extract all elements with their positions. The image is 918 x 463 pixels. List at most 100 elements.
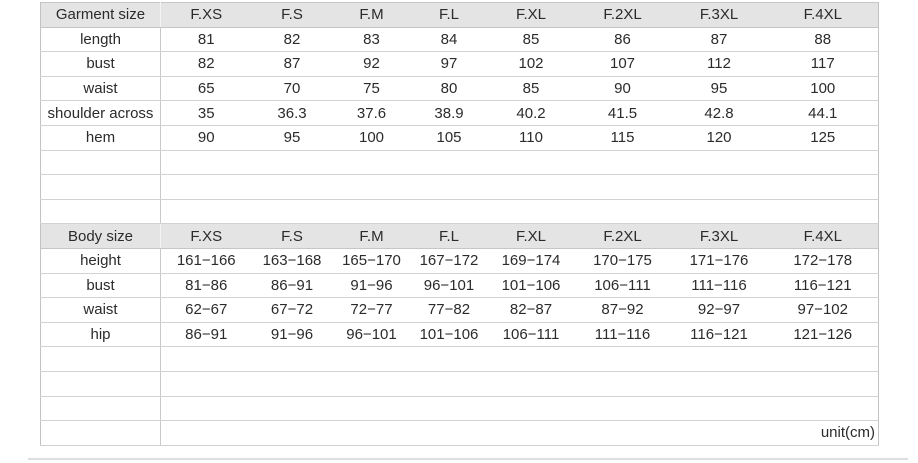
table-title-cell: Garment size (40, 2, 161, 28)
table-cell: 171−176 (670, 247, 768, 274)
table-cell: 97 (410, 51, 488, 77)
row-label: shoulder across (40, 100, 161, 126)
row-label: hip (40, 321, 161, 348)
table-row: waist 62−67 67−72 72−77 77−82 82−87 87−92 92−97… (40, 297, 879, 323)
table-cell: 163−168 (251, 247, 333, 274)
table-cell: 70 (251, 75, 333, 102)
table-cell: 44.1 (767, 100, 879, 126)
table-row: height 161−166 163−168 165−170 167−172 169−17… (40, 247, 879, 274)
table-cell: 42.8 (670, 100, 768, 126)
table-cell: 82−87 (487, 297, 575, 323)
column-header: F.M (332, 2, 411, 28)
table-cell: 86−91 (251, 272, 333, 299)
table-cell: 82 (251, 26, 333, 53)
table-cell: 38.9 (410, 100, 488, 126)
table-cell: 115 (574, 124, 671, 151)
table-cell: 102 (487, 51, 575, 77)
row-label: bust (40, 51, 161, 77)
column-header: F.XS (160, 223, 252, 249)
unit-note: unit(cm) (160, 420, 879, 446)
column-header: F.4XL (767, 223, 879, 249)
table-row: length 81 82 83 84 85 86 87 88 (40, 26, 879, 53)
table-cell: 41.5 (574, 100, 671, 126)
table-title-cell: Body size (40, 223, 161, 249)
table-cell: 72−77 (332, 297, 411, 323)
table-cell: 101−106 (410, 321, 488, 348)
empty-row (40, 370, 879, 397)
table-cell: 169−174 (487, 247, 575, 274)
size-chart-table-body: Garment size F.XS F.S F.M F.L F.XL F.2XL F.3XL F… (40, 2, 879, 446)
empty-label-cell (40, 370, 161, 397)
table-cell: 85 (487, 26, 575, 53)
table-cell: 96−101 (332, 321, 411, 348)
table-cell: 75 (332, 75, 411, 102)
table-cell: 91−96 (251, 321, 333, 348)
empty-row (40, 346, 879, 372)
table-cell: 37.6 (332, 100, 411, 126)
empty-row (40, 174, 879, 200)
column-header: F.2XL (574, 2, 671, 28)
empty-label-cell (40, 198, 161, 225)
empty-row (40, 395, 879, 422)
table-cell: 82 (160, 51, 252, 77)
table-cell: 106−111 (487, 321, 575, 348)
table-cell: 96−101 (410, 272, 488, 299)
table-cell: 90 (160, 124, 252, 151)
table-cell: 87 (251, 51, 333, 77)
table-cell: 121−126 (767, 321, 879, 348)
empty-value-cell (160, 395, 879, 422)
table-cell: 125 (767, 124, 879, 151)
empty-value-cell (160, 149, 879, 176)
table-cell: 87 (670, 26, 768, 53)
table-row: waist 65 70 75 80 85 90 95 100 (40, 75, 879, 102)
column-header: F.XL (487, 2, 575, 28)
size-chart-table: Garment size F.XS F.S F.M F.L F.XL F.2XL F.3XL F… (40, 2, 879, 446)
column-header: F.2XL (574, 223, 671, 249)
table-cell: 111−116 (574, 321, 671, 348)
table-cell: 105 (410, 124, 488, 151)
column-header: F.M (332, 223, 411, 249)
table-cell: 81−86 (160, 272, 252, 299)
row-label: hem (40, 124, 161, 151)
column-header: F.4XL (767, 2, 879, 28)
table-cell: 97−102 (767, 297, 879, 323)
table-cell: 111−116 (670, 272, 768, 299)
table-cell: 92−97 (670, 297, 768, 323)
table-cell: 120 (670, 124, 768, 151)
empty-value-cell (160, 174, 879, 200)
table-cell: 107 (574, 51, 671, 77)
table-row: bust 82 87 92 97 102 107 112 117 (40, 51, 879, 77)
table-row: shoulder across 35 36.3 37.6 38.9 40.2 41.5 42.… (40, 100, 879, 126)
table-cell: 40.2 (487, 100, 575, 126)
table-cell: 81 (160, 26, 252, 53)
table-cell: 67−72 (251, 297, 333, 323)
unit-row: unit(cm) (40, 420, 879, 446)
table-cell: 83 (332, 26, 411, 53)
empty-row (40, 149, 879, 176)
row-label: waist (40, 297, 161, 323)
table-cell: 80 (410, 75, 488, 102)
table-cell: 95 (670, 75, 768, 102)
empty-label-cell (40, 346, 161, 372)
empty-value-cell (160, 198, 879, 225)
table-cell: 36.3 (251, 100, 333, 126)
table-cell: 172−178 (767, 247, 879, 274)
table-cell: 62−67 (160, 297, 252, 323)
bottom-divider (28, 458, 908, 460)
table-cell: 35 (160, 100, 252, 126)
column-header: F.3XL (670, 223, 768, 249)
table-row: hem 90 95 100 105 110 115 120 125 (40, 124, 879, 151)
column-header: F.XL (487, 223, 575, 249)
table-cell: 92 (332, 51, 411, 77)
table-cell: 100 (332, 124, 411, 151)
table-cell: 91−96 (332, 272, 411, 299)
table-cell: 95 (251, 124, 333, 151)
table-row: hip 86−91 91−96 96−101 101−106 106−111 111−116… (40, 321, 879, 348)
empty-label-cell (40, 395, 161, 422)
table-cell: 88 (767, 26, 879, 53)
column-header: F.XS (160, 2, 252, 28)
table-cell: 167−172 (410, 247, 488, 274)
table-cell: 161−166 (160, 247, 252, 274)
table-cell: 84 (410, 26, 488, 53)
